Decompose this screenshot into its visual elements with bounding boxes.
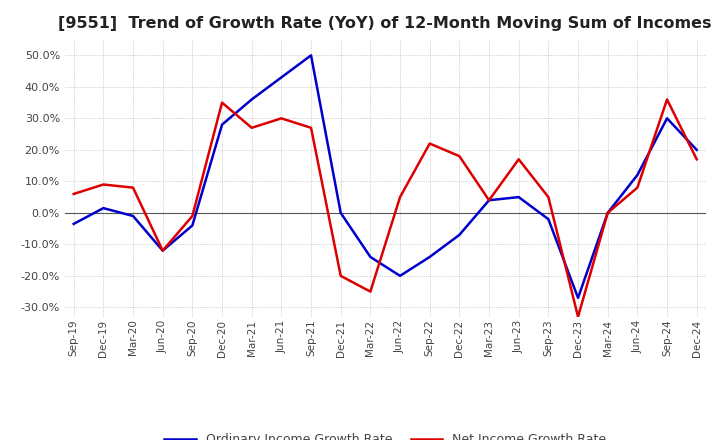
Net Income Growth Rate bbox=[693, 157, 701, 162]
Net Income Growth Rate bbox=[574, 314, 582, 319]
Ordinary Income Growth Rate bbox=[129, 213, 138, 219]
Net Income Growth Rate bbox=[99, 182, 108, 187]
Net Income Growth Rate bbox=[662, 97, 671, 102]
Ordinary Income Growth Rate bbox=[188, 223, 197, 228]
Net Income Growth Rate bbox=[277, 116, 286, 121]
Net Income Growth Rate bbox=[426, 141, 434, 146]
Ordinary Income Growth Rate bbox=[158, 248, 167, 253]
Net Income Growth Rate bbox=[396, 194, 405, 200]
Ordinary Income Growth Rate bbox=[248, 97, 256, 102]
Net Income Growth Rate bbox=[514, 157, 523, 162]
Ordinary Income Growth Rate bbox=[662, 116, 671, 121]
Net Income Growth Rate bbox=[603, 210, 612, 216]
Ordinary Income Growth Rate bbox=[307, 53, 315, 58]
Net Income Growth Rate bbox=[69, 191, 78, 197]
Line: Net Income Growth Rate: Net Income Growth Rate bbox=[73, 99, 697, 317]
Ordinary Income Growth Rate bbox=[455, 232, 464, 238]
Ordinary Income Growth Rate bbox=[603, 210, 612, 216]
Net Income Growth Rate bbox=[248, 125, 256, 130]
Net Income Growth Rate bbox=[455, 154, 464, 159]
Net Income Growth Rate bbox=[544, 194, 553, 200]
Net Income Growth Rate bbox=[158, 248, 167, 253]
Ordinary Income Growth Rate bbox=[514, 194, 523, 200]
Net Income Growth Rate bbox=[188, 213, 197, 219]
Ordinary Income Growth Rate bbox=[574, 295, 582, 301]
Net Income Growth Rate bbox=[366, 289, 374, 294]
Net Income Growth Rate bbox=[633, 185, 642, 190]
Legend: Ordinary Income Growth Rate, Net Income Growth Rate: Ordinary Income Growth Rate, Net Income … bbox=[159, 429, 611, 440]
Title: [9551]  Trend of Growth Rate (YoY) of 12-Month Moving Sum of Incomes: [9551] Trend of Growth Rate (YoY) of 12-… bbox=[58, 16, 712, 32]
Ordinary Income Growth Rate bbox=[217, 122, 226, 127]
Ordinary Income Growth Rate bbox=[69, 221, 78, 227]
Ordinary Income Growth Rate bbox=[277, 75, 286, 80]
Ordinary Income Growth Rate bbox=[396, 273, 405, 279]
Ordinary Income Growth Rate bbox=[426, 254, 434, 260]
Net Income Growth Rate bbox=[307, 125, 315, 130]
Ordinary Income Growth Rate bbox=[336, 210, 345, 216]
Net Income Growth Rate bbox=[336, 273, 345, 279]
Net Income Growth Rate bbox=[217, 100, 226, 105]
Ordinary Income Growth Rate bbox=[693, 147, 701, 153]
Ordinary Income Growth Rate bbox=[99, 205, 108, 211]
Ordinary Income Growth Rate bbox=[366, 254, 374, 260]
Net Income Growth Rate bbox=[129, 185, 138, 190]
Ordinary Income Growth Rate bbox=[544, 216, 553, 222]
Ordinary Income Growth Rate bbox=[633, 172, 642, 178]
Ordinary Income Growth Rate bbox=[485, 198, 493, 203]
Net Income Growth Rate bbox=[485, 198, 493, 203]
Line: Ordinary Income Growth Rate: Ordinary Income Growth Rate bbox=[73, 55, 697, 298]
